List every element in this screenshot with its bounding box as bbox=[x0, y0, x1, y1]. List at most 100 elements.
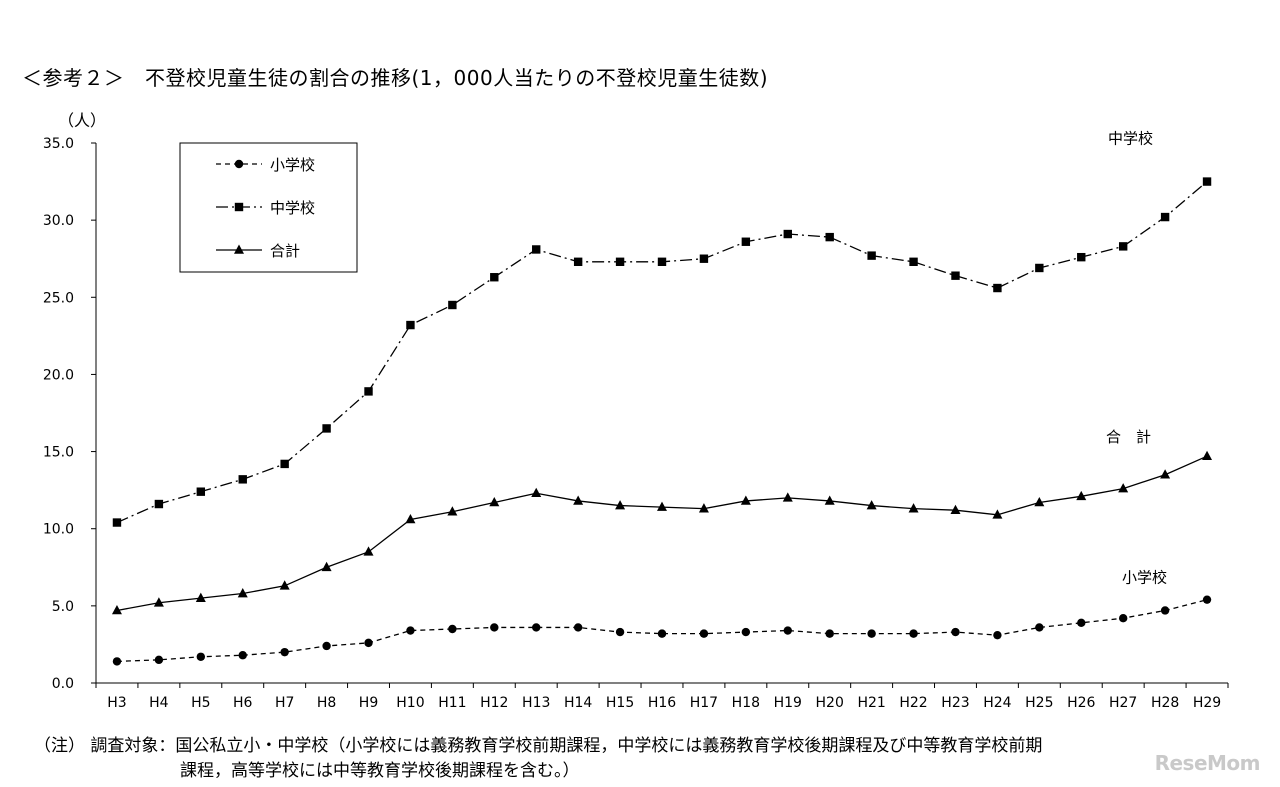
x-tick-label: H11 bbox=[438, 695, 466, 711]
data-point bbox=[951, 271, 960, 280]
x-tick-label: H28 bbox=[1151, 695, 1179, 711]
y-tick-label: 5.0 bbox=[52, 599, 74, 615]
data-point bbox=[950, 504, 961, 514]
y-axis-unit-label: （人） bbox=[58, 111, 107, 130]
legend-box bbox=[179, 142, 358, 273]
data-point bbox=[195, 592, 206, 602]
x-tick-label: H21 bbox=[857, 695, 885, 711]
chart-axes bbox=[95, 143, 1228, 684]
data-point bbox=[1035, 263, 1044, 273]
x-tick-label: H8 bbox=[317, 695, 336, 711]
series-2 bbox=[111, 450, 1213, 615]
data-point bbox=[448, 624, 457, 634]
data-point bbox=[322, 641, 331, 651]
data-point bbox=[490, 273, 499, 282]
data-point bbox=[238, 475, 247, 484]
data-point bbox=[489, 496, 500, 507]
data-point bbox=[615, 627, 625, 637]
x-tick-label: H15 bbox=[606, 695, 634, 711]
data-point bbox=[825, 629, 834, 638]
series-end-label: 中学校 bbox=[1108, 130, 1153, 148]
legend-label: 中学校 bbox=[270, 199, 315, 217]
data-point bbox=[1076, 490, 1087, 501]
data-point bbox=[363, 546, 374, 556]
data-point bbox=[951, 627, 960, 637]
data-point bbox=[1160, 606, 1170, 615]
data-point bbox=[1034, 496, 1045, 507]
data-point bbox=[154, 655, 164, 665]
legend-marker bbox=[234, 244, 244, 254]
watermark-logo: ReseMom bbox=[1154, 751, 1261, 775]
y-tick-label: 15.0 bbox=[43, 445, 74, 461]
data-point bbox=[1160, 469, 1171, 479]
data-point bbox=[993, 283, 1002, 293]
data-point bbox=[1035, 623, 1044, 632]
data-point bbox=[698, 503, 709, 513]
data-point bbox=[909, 257, 918, 266]
data-point bbox=[993, 630, 1002, 640]
x-tick-label: H29 bbox=[1193, 695, 1221, 711]
data-point bbox=[867, 251, 876, 260]
y-tick-label: 35.0 bbox=[43, 136, 74, 152]
data-point bbox=[322, 424, 331, 433]
data-point bbox=[1202, 595, 1212, 604]
data-point bbox=[237, 588, 248, 598]
data-point bbox=[866, 500, 877, 510]
data-point bbox=[490, 623, 499, 632]
footnote: （注） 調査対象：国公私立小・中学校（小学校には義務教育学校前期課程，中学校には… bbox=[34, 734, 1042, 784]
data-point bbox=[1118, 483, 1129, 493]
data-point bbox=[615, 257, 625, 266]
x-tick-label: H25 bbox=[1025, 695, 1053, 711]
data-point bbox=[1077, 618, 1086, 628]
data-point bbox=[573, 257, 583, 266]
data-point bbox=[783, 229, 792, 239]
x-tick-label: H12 bbox=[480, 695, 508, 711]
footnote-line-1: （注） 調査対象：国公私立小・中学校（小学校には義務教育学校前期課程，中学校には… bbox=[34, 736, 1043, 756]
data-point bbox=[531, 487, 542, 498]
data-point bbox=[238, 651, 247, 660]
chart-title: ＜参考２＞ 不登校児童生徒の割合の推移(1，000人当たりの不登校児童生徒数) bbox=[22, 66, 769, 90]
data-point bbox=[615, 500, 626, 510]
x-tick-label: H7 bbox=[275, 695, 294, 711]
data-point bbox=[112, 518, 122, 527]
data-point bbox=[741, 237, 751, 246]
data-point bbox=[112, 657, 122, 666]
y-tick-label: 25.0 bbox=[43, 290, 74, 306]
legend-marker bbox=[234, 202, 244, 212]
x-axis-ticks: H3 H4 H5 H6 H7 H8 H9 H10 H11 H12 H13 H14 H15 H16 H17 H1… bbox=[95, 683, 1229, 711]
data-point bbox=[532, 245, 541, 254]
x-tick-label: H6 bbox=[233, 695, 253, 711]
x-tick-label: H3 bbox=[107, 695, 126, 711]
x-tick-label: H20 bbox=[816, 695, 844, 711]
data-point bbox=[1118, 242, 1128, 251]
series-line bbox=[116, 455, 1208, 612]
x-tick-label: H23 bbox=[941, 695, 969, 711]
data-point bbox=[364, 387, 373, 396]
data-point bbox=[153, 597, 164, 607]
data-point bbox=[908, 503, 919, 513]
data-point bbox=[992, 509, 1003, 519]
legend-marker bbox=[234, 159, 244, 169]
data-point bbox=[405, 513, 416, 524]
data-point bbox=[657, 629, 667, 638]
series-end-label: 小学校 bbox=[1122, 569, 1167, 587]
data-point bbox=[1202, 450, 1213, 460]
data-point bbox=[824, 495, 835, 505]
x-tick-label: H26 bbox=[1067, 695, 1095, 711]
series-end-label: 合 計 bbox=[1106, 428, 1151, 446]
legend-label: 合計 bbox=[270, 242, 300, 260]
footnote-line-2: 課程，高等学校には中等教育学校後期課程を含む。） bbox=[180, 761, 580, 781]
series-1 bbox=[112, 177, 1212, 527]
data-point bbox=[447, 506, 458, 516]
data-point bbox=[532, 623, 541, 632]
x-tick-label: H27 bbox=[1109, 695, 1137, 711]
data-point bbox=[196, 652, 206, 661]
data-point bbox=[1160, 212, 1170, 222]
data-point bbox=[741, 627, 751, 637]
y-tick-label: 30.0 bbox=[43, 213, 74, 229]
x-tick-label: H13 bbox=[522, 695, 550, 711]
data-point bbox=[196, 487, 206, 496]
y-tick-label: 10.0 bbox=[43, 522, 74, 538]
